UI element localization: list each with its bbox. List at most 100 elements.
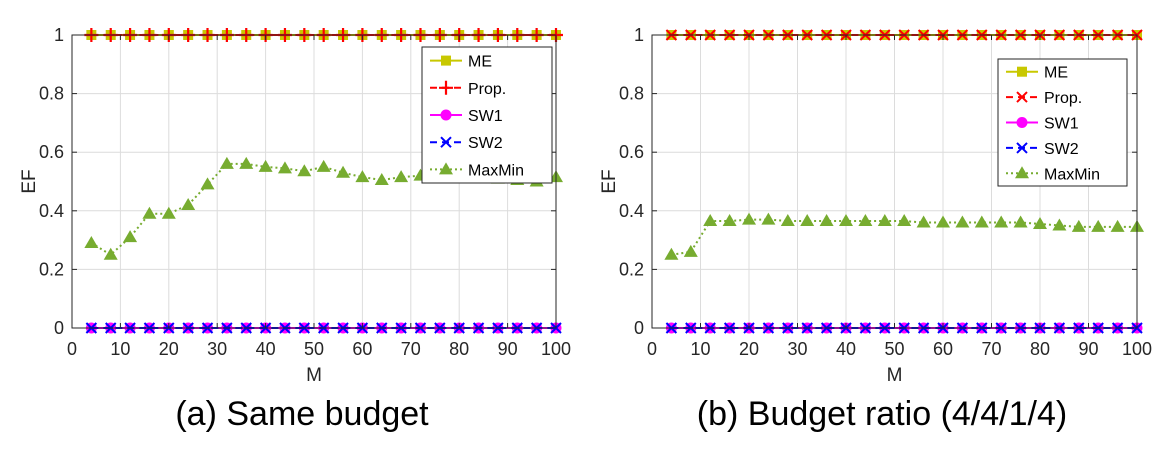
chart-panel-b: 0 10 20 30 40 50 60 70 80 90 100 0 0.2 0.4 0.6 0.8 1 M EF M… bbox=[599, 25, 1152, 386]
data-point bbox=[277, 161, 292, 174]
data-point bbox=[123, 230, 138, 243]
legend-marker bbox=[1015, 166, 1029, 179]
data-point bbox=[1110, 219, 1125, 232]
legend-marker bbox=[1016, 91, 1028, 103]
data-point bbox=[219, 156, 234, 169]
data-point bbox=[1013, 215, 1028, 228]
x-tick-label: 80 bbox=[449, 339, 469, 359]
legend: ME Prop. SW1 SW2 MaxMin bbox=[421, 46, 553, 184]
x-axis-label: M bbox=[887, 365, 903, 386]
data-point bbox=[858, 214, 873, 227]
legend-marker bbox=[439, 162, 453, 175]
legend-marker bbox=[1016, 142, 1028, 154]
data-point bbox=[181, 197, 196, 210]
data-point bbox=[664, 247, 679, 260]
x-tick-label: 100 bbox=[1122, 339, 1152, 359]
legend-entry-label: MaxMin bbox=[1044, 166, 1100, 183]
data-point bbox=[84, 236, 99, 249]
x-tick-label: 40 bbox=[256, 339, 276, 359]
data-point bbox=[780, 214, 795, 227]
data-point bbox=[297, 164, 312, 177]
y-tick-label: 0.6 bbox=[619, 142, 644, 162]
chart-panel-a: 0 10 20 30 40 50 60 70 80 90 100 0 0.2 0.4 0.6 0.8 1 M EF M… bbox=[19, 25, 571, 386]
legend-entry-label: SW1 bbox=[1044, 116, 1079, 133]
caption-b: (b) Budget ratio (4/4/1/4) bbox=[697, 395, 1067, 433]
legend-entry-label: SW2 bbox=[1044, 141, 1079, 158]
y-axis-label: EF bbox=[599, 169, 620, 193]
data-point bbox=[877, 214, 892, 227]
x-tick-label: 60 bbox=[352, 339, 372, 359]
legend-entry-label: SW2 bbox=[468, 135, 503, 152]
data-point bbox=[683, 244, 698, 257]
legend-entry-label: MaxMin bbox=[468, 162, 524, 179]
x-tick-label: 40 bbox=[836, 339, 856, 359]
y-tick-label: 0 bbox=[54, 318, 64, 338]
x-tick-label: 50 bbox=[304, 339, 324, 359]
x-axis-label: M bbox=[306, 365, 322, 386]
legend-marker bbox=[440, 109, 452, 121]
data-point bbox=[103, 247, 118, 260]
data-point bbox=[394, 170, 409, 183]
x-tick-label: 90 bbox=[498, 339, 518, 359]
x-tick-label: 10 bbox=[690, 339, 710, 359]
y-tick-label: 0.6 bbox=[39, 142, 64, 162]
data-point bbox=[974, 215, 989, 228]
x-tick-label: 50 bbox=[884, 339, 904, 359]
x-tick-label: 30 bbox=[787, 339, 807, 359]
data-point bbox=[142, 206, 157, 219]
data-point bbox=[703, 214, 718, 227]
caption-a: (a) Same budget bbox=[175, 395, 429, 433]
x-tick-label: 0 bbox=[67, 339, 77, 359]
legend-marker bbox=[1017, 66, 1027, 77]
data-point bbox=[258, 159, 273, 172]
data-point bbox=[1071, 219, 1086, 232]
legend-entry-label: Prop. bbox=[468, 81, 506, 98]
data-point bbox=[742, 212, 756, 225]
data-point bbox=[1052, 218, 1067, 231]
x-tick-label: 30 bbox=[207, 339, 227, 359]
data-point bbox=[374, 173, 389, 186]
legend: ME Prop. SW1 SW2 MaxMin bbox=[997, 58, 1128, 187]
legend-entry-label: ME bbox=[468, 54, 492, 71]
y-tick-label: 0.4 bbox=[39, 201, 64, 221]
x-tick-label: 20 bbox=[159, 339, 179, 359]
data-point bbox=[316, 159, 331, 172]
x-tick-label: 10 bbox=[110, 339, 130, 359]
x-tick-label: 80 bbox=[1030, 339, 1050, 359]
y-tick-label: 0.2 bbox=[39, 259, 64, 279]
x-tick-label: 70 bbox=[401, 339, 421, 359]
data-point bbox=[161, 206, 176, 219]
legend-marker bbox=[440, 136, 452, 148]
legend-entry-label: ME bbox=[1044, 65, 1068, 82]
y-tick-label: 0.8 bbox=[39, 84, 64, 104]
data-point bbox=[1033, 216, 1047, 229]
data-point bbox=[897, 214, 912, 227]
data-point bbox=[800, 214, 815, 227]
legend-entry-label: Prop. bbox=[1044, 90, 1082, 107]
data-point bbox=[819, 214, 834, 227]
y-tick-label: 0 bbox=[634, 318, 644, 338]
data-point bbox=[994, 215, 1009, 228]
x-tick-label: 0 bbox=[647, 339, 657, 359]
y-tick-label: 1 bbox=[634, 25, 644, 45]
x-tick-label: 70 bbox=[981, 339, 1001, 359]
data-point bbox=[955, 215, 970, 228]
x-tick-label: 90 bbox=[1078, 339, 1098, 359]
y-axis-label: EF bbox=[19, 169, 40, 193]
legend-marker bbox=[1016, 117, 1028, 128]
legend-marker bbox=[441, 55, 451, 66]
y-tick-label: 1 bbox=[54, 25, 64, 45]
legend-marker bbox=[439, 80, 453, 95]
data-point bbox=[916, 215, 931, 228]
data-point bbox=[936, 215, 950, 228]
data-point bbox=[200, 177, 215, 190]
y-tick-label: 0.4 bbox=[619, 201, 644, 221]
y-tick-label: 0.2 bbox=[619, 259, 644, 279]
data-point bbox=[761, 212, 776, 225]
legend-entry-label: SW1 bbox=[468, 108, 503, 125]
data-point bbox=[839, 214, 853, 227]
data-point bbox=[336, 165, 351, 178]
data-point bbox=[1091, 219, 1106, 232]
data-point bbox=[355, 170, 370, 183]
